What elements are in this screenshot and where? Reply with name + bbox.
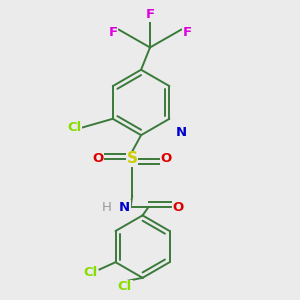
Text: F: F bbox=[108, 26, 117, 39]
Text: O: O bbox=[172, 201, 184, 214]
Text: Cl: Cl bbox=[83, 266, 98, 279]
Text: F: F bbox=[146, 8, 154, 21]
Text: N: N bbox=[176, 126, 187, 139]
Text: N: N bbox=[119, 201, 130, 214]
Text: F: F bbox=[183, 26, 192, 39]
Text: Cl: Cl bbox=[67, 121, 81, 134]
Text: Cl: Cl bbox=[118, 280, 132, 293]
Text: H: H bbox=[102, 201, 112, 214]
Text: O: O bbox=[92, 152, 104, 165]
Text: O: O bbox=[161, 152, 172, 165]
Text: S: S bbox=[127, 152, 138, 166]
